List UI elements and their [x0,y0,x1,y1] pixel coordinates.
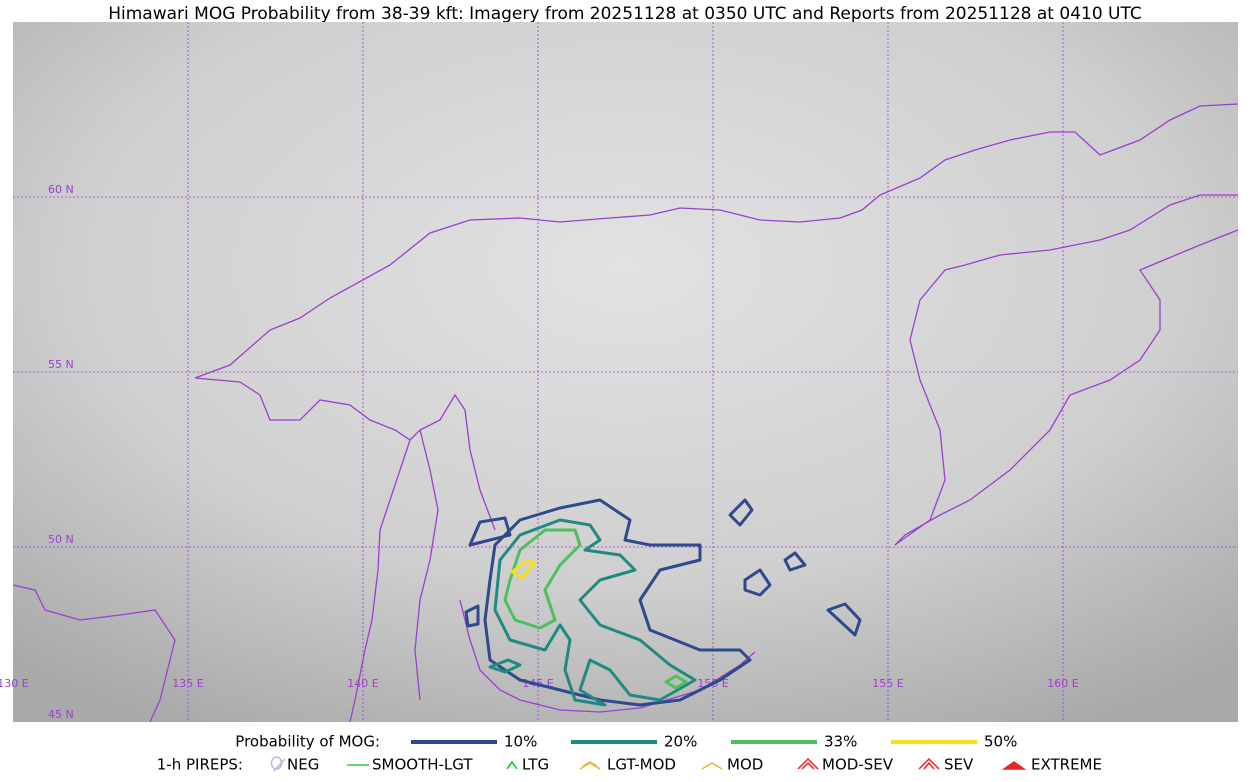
pirep-label: MOD-SEV [822,756,894,774]
pirep-symbol [579,761,601,770]
pirep-label: NEG [287,756,319,774]
pirep-symbol [701,762,723,770]
longitude-label: 160 E [1047,677,1078,690]
title: Himawari MOG Probability from 38-39 kft:… [108,4,1142,24]
pirep-symbol [1001,761,1027,770]
pirep-symbol [270,756,286,772]
longitude-label: 130 E [0,677,29,690]
pirep-label: SMOOTH-LGT [372,756,473,774]
pireps-title: 1-h PIREPS: [157,756,243,774]
legend-label: 20% [664,733,697,751]
legend-label: 10% [504,733,537,751]
longitude-label: 140 E [347,677,378,690]
legend-title: Probability of MOG: [235,733,380,751]
pirep-label: EXTREME [1031,756,1102,774]
mog-contours [464,498,862,707]
pirep-symbol [506,760,518,770]
pirep-label: SEV [944,756,974,774]
legend-label: 50% [984,733,1017,751]
pirep-label: LGT-MOD [607,756,676,774]
longitude-label: 155 E [872,677,903,690]
latitude-label: 60 N [48,183,74,196]
pirep-label: MOD [727,756,763,774]
graticule: 130 E 135 E 140 E 145 E 150 E 155 E 160 E60 N5… [0,22,1238,722]
pirep-symbol [918,757,940,770]
latitude-label: 55 N [48,358,74,371]
pirep-label: LTG [522,756,549,774]
latitude-label: 45 N [48,708,74,721]
legend: Probability of MOG: 10% 20% 33% 50% 1-h PIREP… [157,733,1102,774]
legend-label: 33% [824,733,857,751]
latitude-label: 50 N [48,533,74,546]
longitude-label: 135 E [172,677,203,690]
pirep-symbol [797,757,819,770]
coastlines [12,103,1239,723]
